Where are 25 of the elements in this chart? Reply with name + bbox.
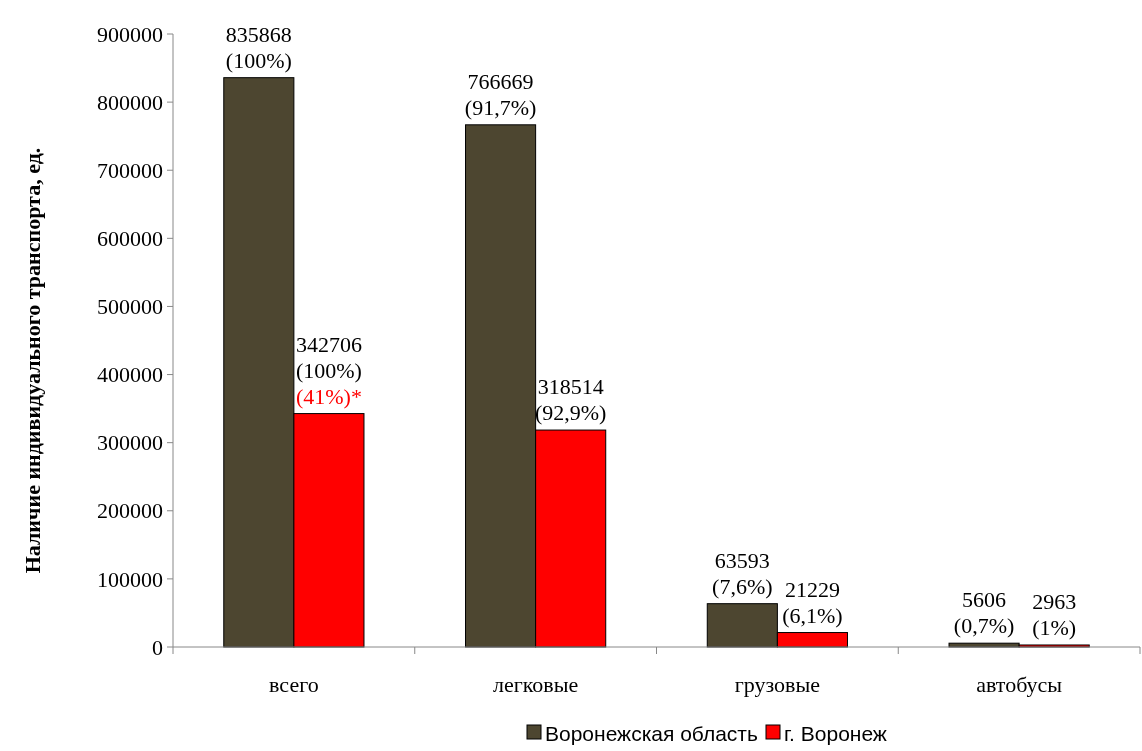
y-tick-label: 500000 <box>97 294 163 320</box>
y-axis-title: Наличие индивидуального транспорта, ед. <box>20 147 45 574</box>
data-label: 835868 (100%) <box>225 21 292 73</box>
y-tick-label: 800000 <box>97 89 163 115</box>
data-label: 2963 (1%) <box>1032 588 1077 640</box>
y-tick-label: 400000 <box>97 362 163 388</box>
legend-label: г. Воронеж <box>784 722 887 745</box>
data-label: 21229 (6,1%) <box>782 576 843 628</box>
y-tick-label: 700000 <box>97 157 163 183</box>
y-tick-label: 600000 <box>97 226 163 252</box>
y-tick-label: 300000 <box>97 430 163 456</box>
data-label: 63593 (7,6%) <box>712 547 773 599</box>
data-label: 5606 (0,7%) <box>953 587 1015 639</box>
y-tick-label: 200000 <box>97 498 163 524</box>
x-tick-label: грузовые <box>734 672 820 697</box>
data-label: 766669 (91,7%) <box>464 68 537 120</box>
x-tick-label: всего <box>269 672 319 697</box>
x-tick-label: автобусы <box>976 672 1063 697</box>
data-label: 342706 (100%) (41%)* <box>295 331 362 409</box>
x-tick-label: легковые <box>492 672 579 697</box>
y-tick-label: 100000 <box>97 566 163 592</box>
data-label: 318514 (92,9%) <box>534 374 607 426</box>
y-tick-label: 900000 <box>97 21 163 47</box>
legend-label: Воронежская область <box>545 722 758 745</box>
y-tick-label: 0 <box>152 634 163 660</box>
